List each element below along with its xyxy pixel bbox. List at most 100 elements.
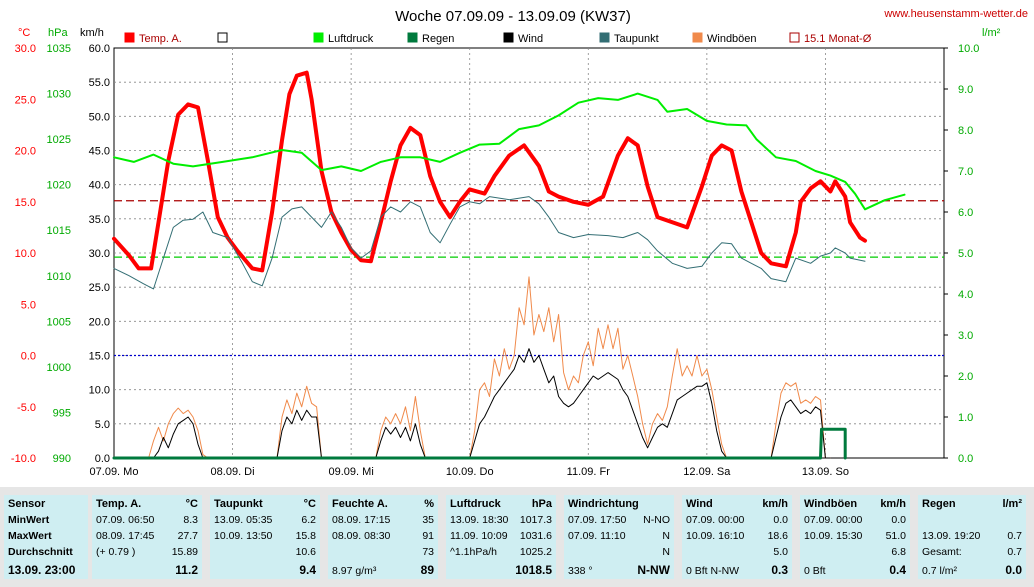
stats-cell-right: l/m² xyxy=(1002,498,1022,510)
stats-row: 10.6 xyxy=(214,545,316,559)
series-line-regen xyxy=(112,427,847,460)
tick-label-temp: 20.0 xyxy=(15,146,36,158)
stats-cell-right: N-NO xyxy=(643,514,670,526)
stats-cell-right: 0.0 xyxy=(773,514,788,526)
stats-row: 0 Bft 0.4 xyxy=(804,563,906,577)
legend-swatch xyxy=(789,32,800,43)
x-tick-label: 08.09. Di xyxy=(211,466,255,478)
legend-label: Taupunkt xyxy=(614,33,659,45)
stats-row: 13.09. 05:35 6.2 xyxy=(214,513,316,527)
tick-label-temp: 30.0 xyxy=(15,43,36,55)
stats-row: 07.09. 00:00 0.0 xyxy=(686,513,788,527)
stats-row: N xyxy=(568,545,670,559)
stats-row: 13.09. 19:20 0.7 xyxy=(922,529,1022,543)
stats-row: 10.09. 16:10 18.6 xyxy=(686,529,788,543)
stats-row: Taupunkt °C xyxy=(214,497,316,511)
stats-cell-right: 15.89 xyxy=(171,546,198,558)
stats-cell-right: 0.7 xyxy=(1007,530,1022,542)
stats-cell-left: 08.09. 17:15 xyxy=(332,514,391,526)
stats-cell-right: 51.0 xyxy=(885,530,906,542)
series-line-luftdruck xyxy=(113,92,906,211)
stats-column: Feuchte A.% 08.09. 17:15 35 08.09. 08:30 91 7… xyxy=(328,495,438,579)
tick-label-rain: 3.0 xyxy=(958,330,973,342)
stats-row: Windrichtung xyxy=(568,497,670,511)
tick-label-kmh: 0.0 xyxy=(95,453,110,465)
x-tick-label: 10.09. Do xyxy=(446,466,494,478)
stats-row: 08.09. 17:45 27.7 xyxy=(96,529,198,543)
tick-label-kmh: 30.0 xyxy=(89,248,110,260)
tick-label-hpa: 1015 xyxy=(47,225,71,237)
stats-cell-left: 338 ° xyxy=(568,565,593,577)
stats-cell-left: Regen xyxy=(922,498,956,510)
stats-row: 6.8 xyxy=(804,545,906,559)
legend-label: Temp. A. xyxy=(139,33,182,45)
stats-cell-right: 27.7 xyxy=(177,530,198,542)
stats-row: 1018.5 xyxy=(450,563,552,577)
stats-cell-right: 89 xyxy=(420,563,434,577)
stats-cell-right: km/h xyxy=(880,498,906,510)
stats-cell-right: 5.0 xyxy=(773,546,788,558)
tick-label-hpa: 1035 xyxy=(47,43,71,55)
stats-cell-right: 9.4 xyxy=(299,563,316,577)
tick-label-hpa: 1025 xyxy=(47,134,71,146)
tick-label-rain: 7.0 xyxy=(958,166,973,178)
stats-cell-right: 1018.5 xyxy=(515,563,552,577)
label-min: MinWert xyxy=(8,514,50,526)
label-avg: Durchschnitt xyxy=(8,546,73,558)
x-tick-label: 09.09. Mi xyxy=(329,466,374,478)
stats-column: Luftdruck hPa 13.09. 18:30 1017.3 11.09. 10:… xyxy=(446,495,556,579)
stats-row: 11.2 xyxy=(96,563,198,577)
tick-label-rain: 8.0 xyxy=(958,125,973,137)
stats-row: 73 xyxy=(332,545,434,559)
unit-hpa: hPa xyxy=(48,27,68,39)
source-link[interactable]: www.heusenstamm-wetter.de xyxy=(883,8,1028,20)
tick-label-rain: 5.0 xyxy=(958,248,973,260)
tick-label-rain: 1.0 xyxy=(958,412,973,424)
stats-row: Regen l/m² xyxy=(922,497,1022,511)
stats-column: Regen l/m² 13.09. 19:20 0.7 Gesamt: 0.7 0.7 l/… xyxy=(918,495,1026,579)
stats-row: Luftdruck hPa xyxy=(450,497,552,511)
stats-cell-left: 07.09. 11:10 xyxy=(568,530,626,542)
stats-cell-left: 10.09. 16:10 xyxy=(686,530,745,542)
stats-cell-right: 73 xyxy=(422,546,434,558)
stats-cell-right: 1025.2 xyxy=(519,546,552,558)
stats-row: 338 ° N-NW xyxy=(568,563,670,577)
legend-swatch xyxy=(313,32,324,43)
tick-label-hpa: 1020 xyxy=(47,180,71,192)
stats-cell-right: 18.6 xyxy=(767,530,788,542)
stats-cell-left: 11.09. 10:09 xyxy=(450,530,508,542)
stats-cell-left: 0 Bft xyxy=(804,565,826,577)
stats-cell-left: 8.97 g/m³ xyxy=(332,565,377,577)
stats-cell-left: Taupunkt xyxy=(214,498,263,510)
chart-title: Woche 07.09.09 - 13.09.09 (KW37) xyxy=(395,8,631,25)
stats-cell-left: Gesamt: xyxy=(922,546,962,558)
tick-label-kmh: 5.0 xyxy=(95,419,110,431)
tick-label-rain: 4.0 xyxy=(958,289,973,301)
stats-row: 07.09. 11:10 N xyxy=(568,529,670,543)
stats-cell-right: 15.8 xyxy=(295,530,316,542)
legend-swatch xyxy=(217,32,228,43)
series-line-taupunkt xyxy=(113,196,866,290)
legend-label: Wind xyxy=(518,33,543,45)
tick-label-kmh: 25.0 xyxy=(89,282,110,294)
legend-label: Windböen xyxy=(707,33,757,45)
stats-row: ^1.1hPa/h 1025.2 xyxy=(450,545,552,559)
stats-cell-right: % xyxy=(424,498,434,510)
stats-row: 0 Bft N-NW 0.3 xyxy=(686,563,788,577)
label-now: 13.09. 23:00 xyxy=(8,563,76,577)
chart-axes: 60.0 55.0 50.0 45.0 40.0 35.0 30.0 25.0 20.0 15.0… xyxy=(11,43,980,478)
stats-row: Temp. A. °C xyxy=(96,497,198,511)
tick-label-kmh: 55.0 xyxy=(89,77,110,89)
stats-column: Windrichtung 07.09. 17:50 N-NO 07.09. 11:10… xyxy=(564,495,674,579)
label-max: MaxWert xyxy=(8,530,52,542)
tick-label-hpa: 1030 xyxy=(47,89,71,101)
stats-cell-right: 0.0 xyxy=(1005,563,1022,577)
unit-celsius: °C xyxy=(18,27,30,39)
tick-label-hpa: 995 xyxy=(53,407,71,419)
tick-label-temp: -5.0 xyxy=(17,402,36,414)
tick-label-hpa: 990 xyxy=(53,453,71,465)
stats-cell-right: 91 xyxy=(422,530,434,542)
x-tick-label: 11.09. Fr xyxy=(567,466,611,478)
stats-cell-left: 07.09. 17:50 xyxy=(568,514,627,526)
legend-swatch xyxy=(407,32,418,43)
